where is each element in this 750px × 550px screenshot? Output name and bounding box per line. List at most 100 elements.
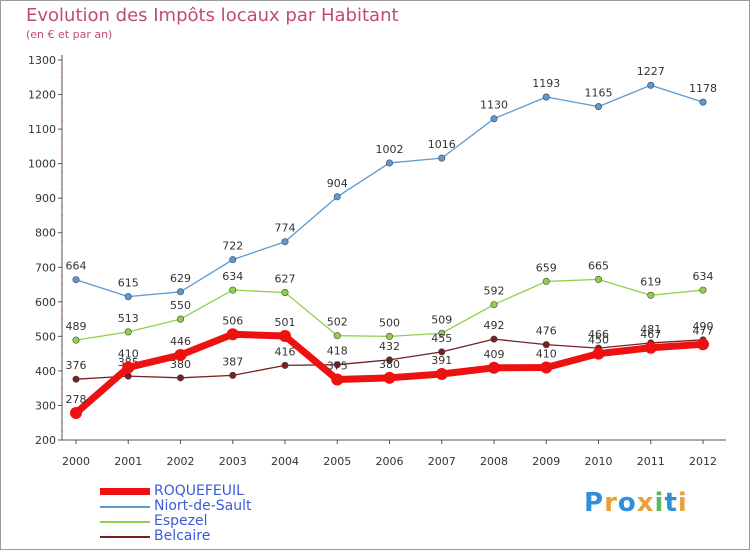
legend-label: Belcaire [154, 528, 211, 544]
data-label-roquefeuil: 410 [118, 347, 139, 360]
data-point-roquefeuil [122, 361, 135, 374]
data-point-espezel [594, 275, 602, 283]
y-tick-label: 1200 [28, 89, 56, 102]
data-point-niort-de-sault [333, 193, 341, 201]
data-point-niort-de-sault [281, 238, 289, 246]
data-label-belcaire: 387 [222, 355, 243, 368]
legend-swatch [100, 488, 150, 495]
y-tick-label: 800 [35, 227, 56, 240]
data-label-roquefeuil: 501 [275, 316, 296, 329]
data-label-espezel: 634 [693, 270, 714, 283]
logo-letter: o [617, 488, 637, 518]
data-label-belcaire: 418 [327, 345, 348, 358]
legend-swatch [100, 521, 150, 523]
data-label-belcaire: 432 [379, 340, 400, 353]
data-label-belcaire: 476 [536, 325, 557, 338]
logo-letter: P [584, 488, 605, 518]
x-tick-label: 2011 [637, 455, 665, 468]
data-point-belcaire [281, 361, 289, 369]
data-label-belcaire: 481 [640, 323, 661, 336]
data-point-espezel [72, 336, 80, 344]
data-label-belcaire: 380 [170, 358, 191, 371]
logo-letter: t [664, 488, 678, 518]
data-label-roquefeuil: 375 [327, 360, 348, 373]
x-tick-label: 2000 [62, 455, 90, 468]
data-label-roquefeuil: 477 [693, 324, 714, 337]
data-label-niort-de-sault: 615 [118, 277, 139, 290]
legend-swatch [100, 506, 150, 508]
data-label-espezel: 502 [327, 316, 348, 329]
legend-label: Espezel [154, 513, 208, 529]
data-point-espezel [699, 286, 707, 294]
logo-letter: i [677, 488, 688, 518]
x-tick-label: 2012 [689, 455, 717, 468]
data-point-roquefeuil [540, 361, 553, 374]
y-tick-label: 1000 [28, 158, 56, 171]
data-label-espezel: 592 [484, 285, 505, 298]
data-label-roquefeuil: 391 [431, 354, 452, 367]
data-point-espezel [542, 277, 550, 285]
data-label-belcaire: 455 [431, 332, 452, 345]
data-point-espezel [281, 288, 289, 296]
y-tick-label: 900 [35, 192, 56, 205]
proxiti-logo: Proxiti [584, 488, 688, 518]
data-label-espezel: 513 [118, 312, 139, 325]
data-label-niort-de-sault: 722 [222, 240, 243, 253]
legend-label: Niort-de-Sault [154, 498, 252, 514]
data-point-niort-de-sault [438, 154, 446, 162]
data-label-belcaire: 376 [66, 359, 87, 372]
data-point-roquefeuil [331, 373, 344, 386]
data-label-belcaire: 492 [484, 319, 505, 332]
data-point-niort-de-sault [385, 159, 393, 167]
data-point-espezel [229, 286, 237, 294]
data-point-espezel [438, 329, 446, 337]
data-point-niort-de-sault [177, 288, 185, 296]
data-point-niort-de-sault [490, 115, 498, 123]
data-label-espezel: 509 [431, 313, 452, 326]
data-point-belcaire [333, 361, 341, 369]
data-point-belcaire [490, 335, 498, 343]
data-label-niort-de-sault: 1165 [585, 87, 613, 100]
data-point-belcaire [177, 374, 185, 382]
data-point-espezel [385, 332, 393, 340]
data-point-niort-de-sault [647, 81, 655, 89]
data-point-belcaire [385, 356, 393, 364]
x-tick-label: 2003 [219, 455, 247, 468]
data-label-niort-de-sault: 1227 [637, 65, 665, 78]
data-point-niort-de-sault [699, 98, 707, 106]
x-tick-label: 2004 [271, 455, 299, 468]
data-point-belcaire [438, 348, 446, 356]
data-label-niort-de-sault: 1193 [532, 77, 560, 90]
data-point-belcaire [542, 341, 550, 349]
data-point-roquefeuil [697, 338, 709, 351]
data-label-espezel: 634 [222, 270, 243, 283]
chart-title: Evolution des Impôts locaux par Habitant [26, 5, 399, 26]
data-label-niort-de-sault: 1016 [428, 138, 456, 151]
data-label-roquefeuil: 409 [484, 348, 505, 361]
data-label-roquefeuil: 506 [222, 314, 243, 327]
data-label-roquefeuil: 446 [170, 335, 191, 348]
x-tick-label: 2008 [480, 455, 508, 468]
data-label-roquefeuil: 278 [66, 393, 87, 406]
data-label-niort-de-sault: 629 [170, 272, 191, 285]
legend-swatch [100, 536, 150, 538]
data-point-espezel [490, 301, 498, 309]
data-label-niort-de-sault: 1178 [689, 82, 717, 95]
data-point-espezel [647, 291, 655, 299]
data-point-niort-de-sault [542, 93, 550, 101]
data-label-espezel: 619 [640, 275, 661, 288]
data-point-roquefeuil [174, 349, 187, 362]
y-tick-label: 1300 [28, 54, 56, 67]
data-point-espezel [177, 315, 185, 323]
data-point-espezel [124, 328, 132, 336]
y-tick-label: 400 [35, 365, 56, 378]
y-tick-label: 500 [35, 330, 56, 343]
x-tick-label: 2010 [585, 455, 613, 468]
x-tick-label: 2007 [428, 455, 456, 468]
data-point-roquefeuil [279, 330, 291, 343]
data-label-espezel: 500 [379, 316, 400, 329]
x-tick-label: 2002 [167, 455, 195, 468]
data-label-niort-de-sault: 1130 [480, 99, 508, 112]
logo-letter: i [654, 488, 665, 518]
data-point-belcaire [72, 375, 80, 383]
